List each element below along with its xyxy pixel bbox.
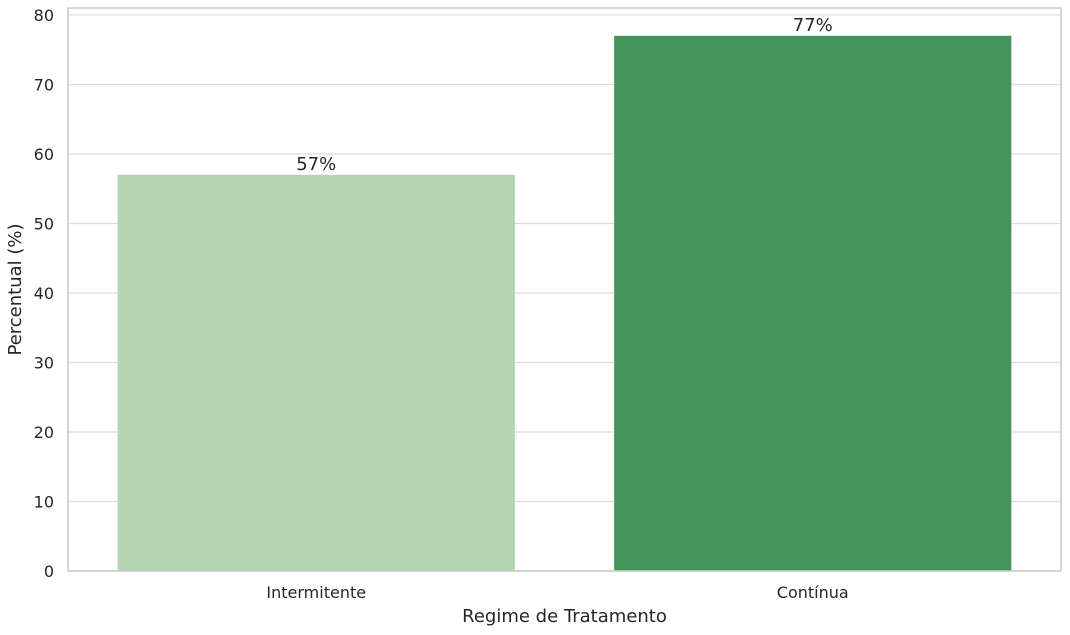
y-tick-label: 50 (34, 214, 54, 233)
y-tick-label: 10 (34, 492, 54, 511)
x-tick-label: Contínua (777, 583, 849, 602)
bar-value-label: 57% (296, 154, 336, 175)
y-tick-label: 0 (44, 562, 54, 581)
y-tick-label: 80 (34, 6, 54, 25)
plot-border (67, 7, 1062, 572)
y-tick-label: 70 (34, 75, 54, 94)
y-tick-label: 30 (34, 353, 54, 372)
bar-value-label: 77% (793, 15, 833, 36)
y-axis-label: Percentual (%) (5, 223, 26, 355)
y-tick-label: 20 (34, 423, 54, 442)
x-axis-ticks: Intermitente Contínua (266, 583, 848, 602)
data-labels: 57% 77% (296, 15, 833, 175)
bar-cont-nua (614, 35, 1012, 571)
y-tick-label: 60 (34, 145, 54, 164)
plot-frame (67, 7, 1062, 572)
y-tick-label: 40 (34, 284, 54, 303)
x-axis-label: Regime de Tratamento (462, 606, 667, 627)
bar-intermitente (117, 174, 515, 571)
bars (117, 35, 1012, 571)
y-axis-ticks: 0 10 20 30 40 50 60 70 80 (34, 6, 54, 581)
x-tick-label: Intermitente (266, 583, 366, 602)
